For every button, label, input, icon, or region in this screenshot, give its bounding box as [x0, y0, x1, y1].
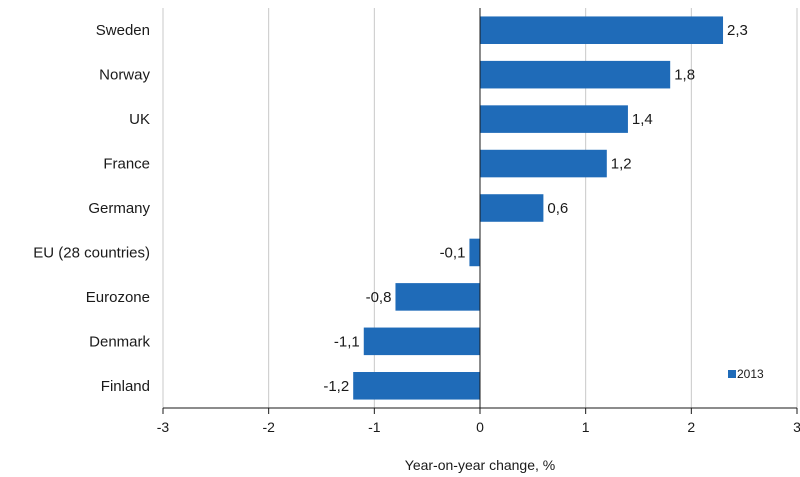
category-label: EU (28 countries) — [33, 244, 150, 261]
x-tick-label: 3 — [793, 419, 800, 435]
category-label: Sweden — [96, 22, 150, 39]
category-label: Finland — [101, 378, 150, 395]
bar — [480, 149, 607, 178]
bar — [395, 283, 480, 311]
data-label: 2,3 — [727, 22, 748, 39]
data-label: 1,2 — [611, 156, 632, 173]
data-label: -0,1 — [440, 244, 466, 261]
category-label: UK — [129, 111, 150, 128]
x-tick-label: -1 — [368, 419, 381, 435]
bar — [480, 194, 544, 222]
data-label: -0,8 — [366, 289, 392, 306]
bars — [353, 16, 724, 400]
category-label: Norway — [99, 67, 150, 84]
data-label: -1,1 — [334, 333, 360, 350]
bar — [480, 60, 671, 89]
data-label: 0,6 — [547, 200, 568, 217]
bar — [353, 372, 480, 400]
axes — [162, 8, 798, 414]
x-axis-title: Year-on-year change, % — [405, 457, 555, 473]
bar — [480, 16, 724, 44]
data-label: -1,2 — [323, 378, 349, 395]
x-tick-label: 1 — [582, 419, 590, 435]
category-label: Eurozone — [86, 289, 150, 306]
legend-swatch — [728, 370, 736, 378]
legend: 2013 — [728, 367, 764, 381]
bar — [363, 327, 480, 356]
category-label: France — [103, 156, 150, 173]
bar — [469, 238, 480, 267]
x-tick-label: -3 — [157, 419, 170, 435]
labels: Sweden 2,3 Norway 1,8 UK 1,4 France 1,2 Germany 0… — [33, 22, 800, 435]
bar — [480, 105, 628, 133]
category-label: Denmark — [89, 333, 150, 350]
x-tick-label: -2 — [262, 419, 275, 435]
x-tick-label: 0 — [476, 419, 484, 435]
data-label: 1,8 — [674, 67, 695, 84]
x-tick-label: 2 — [687, 419, 695, 435]
legend-label: 2013 — [737, 367, 764, 381]
category-label: Germany — [88, 200, 150, 217]
data-label: 1,4 — [632, 111, 653, 128]
